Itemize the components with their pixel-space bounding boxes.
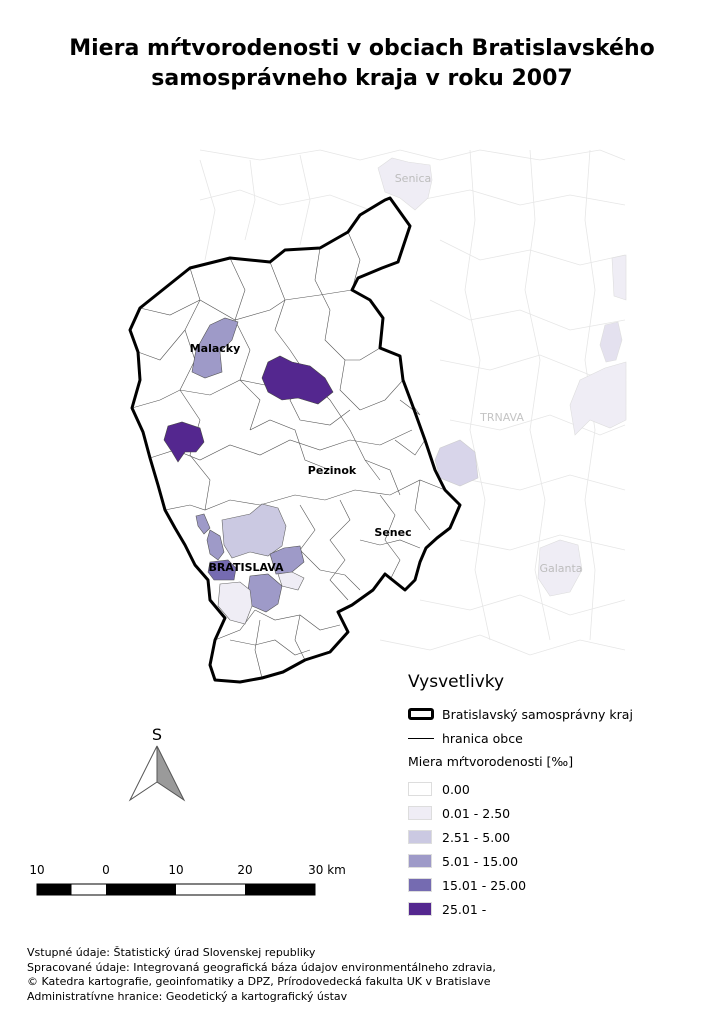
east-district-a xyxy=(599,321,623,363)
label-malacky: Malacky xyxy=(190,342,241,355)
label-bratislava: BRATISLAVA xyxy=(208,561,284,574)
legend-class-row: 25.01 - xyxy=(408,897,708,921)
sources-note: Vstupné údaje: Štatistický úrad Slovensk… xyxy=(27,946,496,1004)
region-boundary xyxy=(128,196,462,684)
municipality-petrzalka xyxy=(217,581,253,625)
municipality-high-north xyxy=(261,355,334,405)
scale-tick-4: 20 xyxy=(237,863,252,877)
scale-tick-2: 0 xyxy=(102,863,110,877)
legend-title: Vysvetlivky xyxy=(408,672,505,692)
legend-boundary-swatch xyxy=(408,737,434,739)
label-galanta: Galanta xyxy=(539,562,582,575)
sources-line-2: Spracované údaje: Integrovaná geografick… xyxy=(27,960,496,974)
region-fill xyxy=(130,198,460,682)
legend-class-label: 15.01 - 25.00 xyxy=(442,877,527,893)
legend-region-row: Bratislavský samosprávny kraj xyxy=(408,702,708,726)
legend-class-row: 5.01 - 15.00 xyxy=(408,849,708,873)
municipality-podunajske xyxy=(277,571,305,591)
municipality-vajnory xyxy=(269,545,305,575)
legend-class-swatch xyxy=(408,878,432,892)
surrounding-boundaries xyxy=(199,149,626,656)
map-title-line1: Miera mŕtvorodenosti v obciach Bratislav… xyxy=(69,36,655,61)
legend-region-swatch xyxy=(408,708,434,720)
scale-tick-3: 10 xyxy=(168,863,183,877)
municipality-bratislava-core xyxy=(221,503,287,559)
map-title-line2: samosprávneho kraja v roku 2007 xyxy=(151,66,573,91)
map-title: Miera mŕtvorodenosti v obciach Bratislav… xyxy=(0,34,724,94)
legend-class-row: 2.51 - 5.00 xyxy=(408,825,708,849)
legend-class-swatch xyxy=(408,782,432,796)
legend-class-label: 25.01 - xyxy=(442,901,487,917)
sources-line-1: Vstupné údaje: Štatistický úrad Slovensk… xyxy=(27,946,316,959)
sources-line-3: © Katedra kartografie, geoinfomatiky a D… xyxy=(27,975,491,988)
legend-class-label: 2.51 - 5.00 xyxy=(442,829,511,845)
legend-class-row: 0.00 xyxy=(408,777,708,801)
legend-class-swatch xyxy=(408,830,432,844)
legend-class-label: 5.01 - 15.00 xyxy=(442,853,519,869)
legend: Vysvetlivky Bratislavský samosprávny kra… xyxy=(408,672,708,921)
trnava-district xyxy=(569,361,627,436)
municipality-high-west xyxy=(163,421,205,463)
legend-class-swatch xyxy=(408,854,432,868)
scale-tick-5: 30 km xyxy=(308,863,346,877)
municipality-devinska xyxy=(195,513,211,535)
legend-class-label: 0.00 xyxy=(442,781,470,797)
legend-boundary-label: hranica obce xyxy=(442,730,523,746)
sources-line-4: Administratívne hranice: Geodetický a ka… xyxy=(27,989,348,1003)
north-arrow: S xyxy=(128,725,186,802)
legend-class-row: 15.01 - 25.00 xyxy=(408,873,708,897)
legend-region-label: Bratislavský samosprávny kraj xyxy=(442,706,633,722)
label-pezinok: Pezinok xyxy=(308,464,357,477)
border-district xyxy=(434,439,479,487)
municipality-malacky-area xyxy=(191,317,239,379)
legend-class-label: 0.01 - 2.50 xyxy=(442,805,511,821)
municipality-karlova-ves xyxy=(206,529,225,561)
legend-class-swatch xyxy=(408,806,432,820)
senica-district xyxy=(377,157,433,211)
municipality-center-label xyxy=(207,559,237,581)
label-senica: Senica xyxy=(395,172,432,185)
legend-class-swatch xyxy=(408,902,432,916)
legend-class-row: 0.01 - 2.50 xyxy=(408,801,708,825)
legend-subtitle: Miera mŕtvorodenosti [‰] xyxy=(408,754,574,769)
label-senec: Senec xyxy=(374,526,411,539)
galanta-district xyxy=(537,539,583,597)
legend-boundary-row: hranica obce xyxy=(408,726,708,750)
scale-tick-1: 10 xyxy=(29,863,44,877)
north-arrow-label: S xyxy=(152,725,162,744)
east-district-b xyxy=(611,254,627,301)
scale-bar: 10 0 10 20 30 km xyxy=(29,863,346,896)
label-trnava: TRNAVA xyxy=(479,411,524,424)
